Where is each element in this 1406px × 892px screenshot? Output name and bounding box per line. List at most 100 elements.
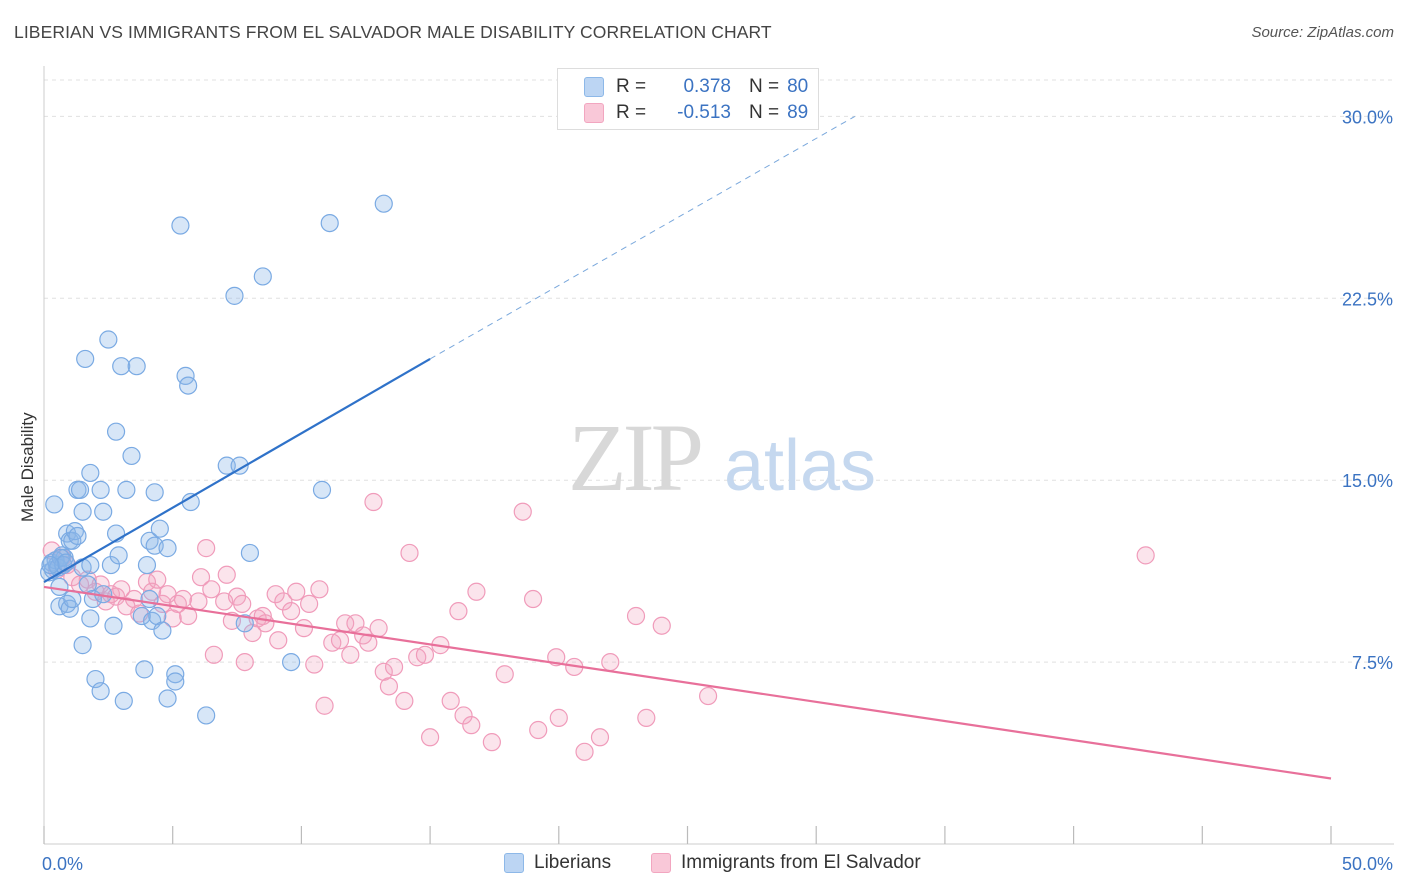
axes [43,66,1394,845]
point-liberians [68,526,87,546]
point-liberians [76,349,95,369]
legend-item-el-salvador: Immigrants from El Salvador [651,852,921,874]
legend-label-liberians: Liberians [534,852,612,873]
point-liberians [132,606,151,626]
point-el-salvador [204,645,223,664]
point-el-salvador [590,728,610,747]
legend-n-value: 89 [787,102,809,123]
point-liberians [153,621,172,640]
point-el-salvador [549,708,568,727]
point-liberians [91,480,110,499]
point-liberians [230,456,249,475]
point-el-salvador [637,708,656,727]
point-el-salvador [282,602,301,621]
point-liberians [135,660,154,679]
legend-row-el-salvador: R = -0.513 N = 89 [584,100,808,126]
point-el-salvador [698,686,718,706]
point-liberians [217,456,236,475]
point-el-salvador [341,645,360,664]
point-liberians [158,689,177,708]
point-liberians [150,519,169,538]
point-el-salvador [202,580,221,599]
y-tick-label: 7.5% [1352,653,1393,673]
point-liberians [65,522,84,541]
legend-r-value: -0.513 [677,102,731,123]
point-el-salvador [575,742,594,761]
y-tick-label: 22.5% [1342,289,1393,309]
point-el-salvador [379,677,399,696]
point-liberians [91,682,110,701]
chart-title: LIBERIAN VS IMMIGRANTS FROM EL SALVADOR … [14,22,772,42]
legend-r-label: R = [616,102,647,123]
point-liberians [240,543,260,563]
point-liberians [58,594,77,613]
point-liberians [101,555,121,575]
trend-line-liberians-extension [429,115,856,360]
point-liberians [312,480,332,499]
trend-lines [43,115,1332,780]
series-legend: Liberians Immigrants from El Salvador [0,852,1406,878]
point-el-salvador [274,592,293,611]
y-axis-label: Male Disability [18,412,37,522]
watermark: ZIP atlas [568,404,876,511]
point-el-salvador [269,631,288,650]
legend-swatch-liberians [584,77,604,97]
point-el-salvador [217,565,236,584]
point-el-salvador [364,492,383,512]
legend-n-value: 80 [787,76,809,97]
point-el-salvador [652,616,671,635]
point-el-salvador [626,606,646,626]
legend-swatch-el-salvador [651,853,671,873]
point-el-salvador [1136,546,1155,565]
point-liberians [166,672,185,691]
point-el-salvador [400,543,419,563]
trend-line-liberians [43,357,431,584]
correlation-legend: R = 0.378 N = 80 R = -0.513 N = 89 [557,68,819,130]
point-el-salvador [310,580,329,599]
point-el-salvador [300,594,319,613]
legend-swatch-el-salvador [584,103,604,123]
point-liberians [41,555,60,575]
legend-r-label: R = [616,76,647,97]
point-el-salvador [601,652,620,672]
point-el-salvador [287,582,306,601]
trend-line-el-salvador [43,585,1332,780]
point-el-salvador [523,589,543,609]
point-liberians [140,589,159,609]
point-liberians [73,502,92,521]
point-el-salvador [369,619,388,638]
point-el-salvador [173,589,193,609]
point-liberians [45,495,64,514]
point-liberians [109,546,128,565]
point-liberians [137,555,157,575]
point-liberians [171,216,190,235]
x-tick-label: 0.0% [42,854,83,874]
legend-label-el-salvador: Immigrants from El Salvador [681,852,921,873]
point-el-salvador [148,570,167,589]
point-liberians [122,446,141,466]
point-el-salvador [305,655,324,674]
legend-row-liberians: R = 0.378 N = 80 [584,74,808,100]
point-el-salvador [330,631,350,650]
x-tick-label: 50.0% [1342,854,1393,874]
gridlines [44,79,1394,663]
point-el-salvador [467,582,486,601]
source-label: Source: ZipAtlas.com [1251,24,1394,41]
point-liberians [145,483,164,502]
point-el-salvador [294,619,314,638]
point-el-salvador [189,592,208,611]
point-liberians [51,548,70,567]
point-liberians [320,213,339,233]
point-liberians [99,330,118,349]
point-liberians [81,463,100,483]
tick-labels: 7.5% 15.0% 22.5% 30.0% 0.0% 50.0% [42,107,1393,874]
point-liberians [197,706,216,725]
legend-item-liberians: Liberians [504,852,611,874]
point-liberians [374,194,393,213]
point-liberians [282,652,301,672]
point-liberians [73,636,92,655]
legend-swatch-liberians [504,853,524,873]
legend-r-value: 0.378 [683,76,731,97]
watermark-zip: ZIP [568,404,701,511]
